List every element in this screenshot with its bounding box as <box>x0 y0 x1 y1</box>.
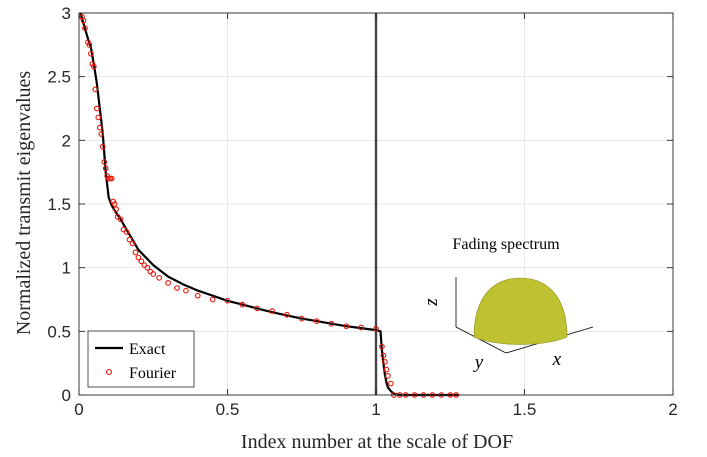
inset-x-label: x <box>552 349 562 370</box>
y-tick-label: 0 <box>62 386 71 405</box>
fourier-point <box>99 143 106 150</box>
fourier-point <box>113 206 119 212</box>
fourier-point <box>101 159 108 165</box>
fourier-point <box>383 366 390 373</box>
y-tick-label: 2 <box>62 131 71 150</box>
fourier-point <box>379 343 385 350</box>
fourier-point <box>284 311 290 318</box>
fourier-point <box>385 373 391 379</box>
fourier-point <box>117 216 124 223</box>
fourier-point <box>224 297 231 304</box>
fourier-point <box>313 318 320 324</box>
fourier-point <box>165 280 171 286</box>
fourier-point <box>183 287 189 294</box>
x-axis-label: Index number at the scale of DOF <box>241 431 513 453</box>
fourier-point <box>144 264 151 271</box>
inset-y-label: y <box>473 352 484 373</box>
x-tick-label: 1 <box>371 400 380 419</box>
fourier-point <box>382 359 388 365</box>
fourier-point <box>138 258 145 265</box>
axes-frame <box>78 12 674 396</box>
fourier-point <box>373 325 379 332</box>
fourier-point <box>328 320 335 327</box>
fourier-point <box>90 63 97 70</box>
fourier-point <box>92 86 99 93</box>
fourier-point <box>209 296 216 303</box>
inset-hemisphere-shape <box>473 277 568 345</box>
fourier-point <box>95 114 102 121</box>
fourier-point <box>129 240 136 247</box>
y-tick-label: 1 <box>62 259 71 278</box>
fourier-point <box>82 25 88 32</box>
fourier-point <box>358 324 365 331</box>
fourier-point <box>194 292 201 299</box>
fourier-point <box>132 249 139 256</box>
y-axis-label: Normalized transmit eigenvalues <box>13 71 35 336</box>
fourier-point <box>388 380 394 387</box>
fourier-point <box>98 131 105 137</box>
y-tick-label: 0.5 <box>47 322 71 341</box>
fourier-point <box>269 308 275 314</box>
legend-fourier-marker <box>106 369 112 375</box>
fourier-point <box>108 175 115 182</box>
fourier-point <box>102 165 109 172</box>
fourier-point <box>123 229 130 235</box>
fourier-point <box>343 323 350 330</box>
inset-z-label: z <box>421 298 442 307</box>
x-tick-label: 2 <box>668 400 677 419</box>
fourier-point <box>380 352 387 359</box>
series-exact-line <box>79 12 460 397</box>
fourier-point <box>86 41 93 48</box>
x-tick-label: 1.5 <box>513 400 537 419</box>
legend-fourier-label: Fourier <box>129 365 177 382</box>
tick-labels: 0 0.5 1 1.5 2 0 0.5 1 1.5 2 2.5 3 <box>47 4 677 419</box>
inset-y-axis-line <box>455 326 507 354</box>
inset-fading-spectrum: Fading spectrum z y x <box>421 236 594 373</box>
fourier-point <box>135 254 142 261</box>
fourier-point <box>96 124 103 131</box>
legend-box <box>87 330 195 388</box>
fourier-point <box>254 305 261 312</box>
fourier-point <box>126 236 133 243</box>
y-tick-label: 2.5 <box>47 68 71 87</box>
fourier-point <box>80 17 87 24</box>
inset-title: Fading spectrum <box>452 236 560 253</box>
fourier-point <box>298 315 305 322</box>
x-tick-label: 0 <box>74 400 83 419</box>
x-tick-label: 0.5 <box>216 400 240 419</box>
fourier-point <box>88 50 94 57</box>
legend-exact-label: Exact <box>129 341 166 358</box>
fourier-point <box>156 275 163 281</box>
fourier-point <box>174 285 180 291</box>
fourier-point <box>93 105 100 112</box>
legend: Exact Fourier <box>87 330 195 388</box>
fourier-point <box>239 301 246 308</box>
y-tick-label: 1.5 <box>47 195 71 214</box>
fourier-point <box>111 201 118 207</box>
fourier-point <box>150 271 157 277</box>
y-tick-label: 3 <box>62 4 71 23</box>
series-layer <box>79 12 460 398</box>
